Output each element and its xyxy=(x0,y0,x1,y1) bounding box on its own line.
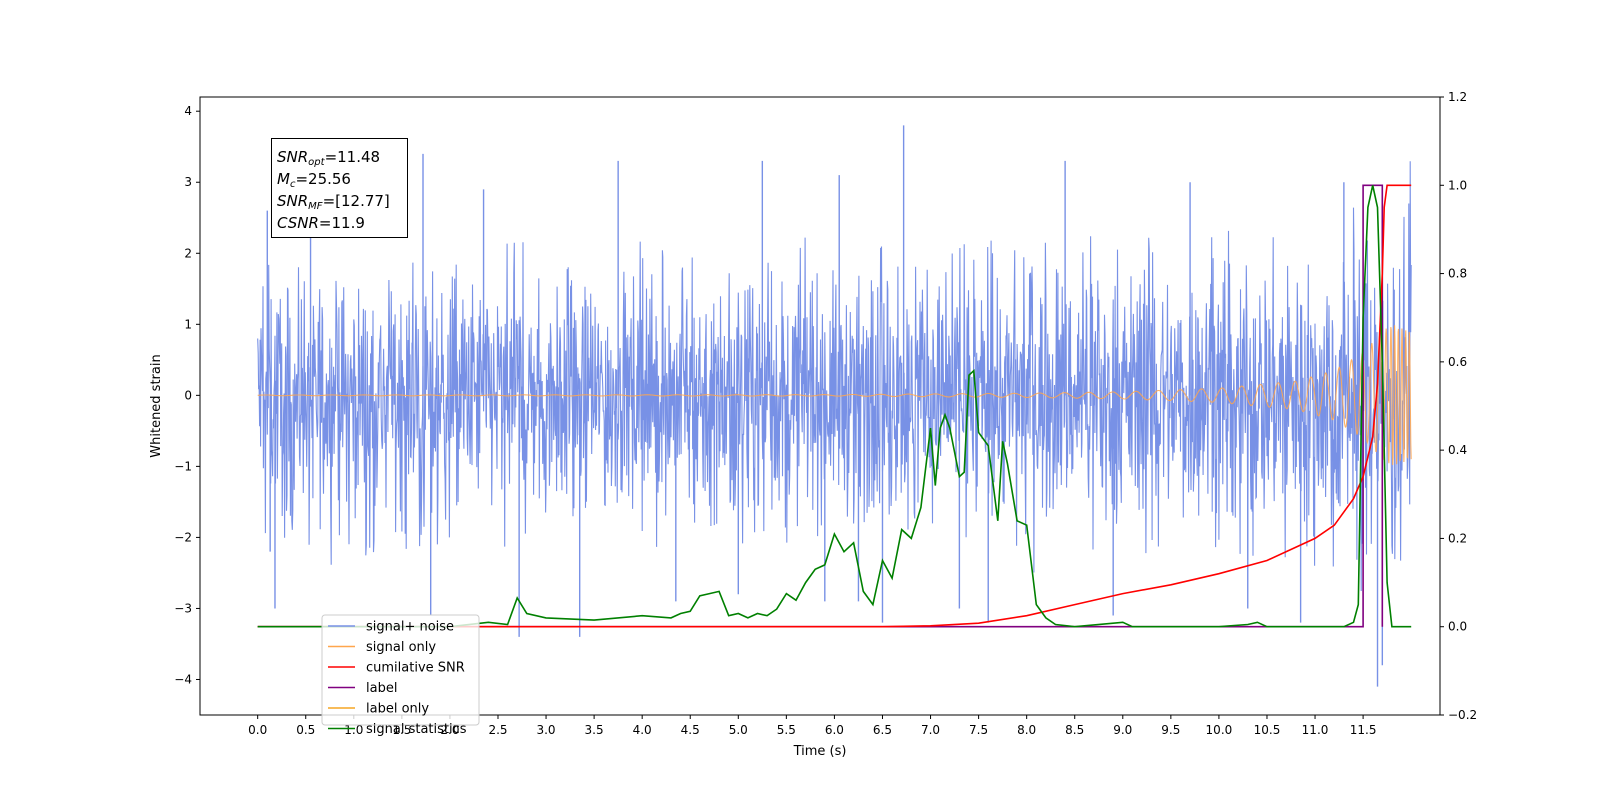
y2-tick-label: −0.2 xyxy=(1448,708,1477,722)
x-tick-label: 5.5 xyxy=(777,723,796,737)
y2-tick-label: 0.2 xyxy=(1448,531,1467,545)
legend-entry: cumilative SNR xyxy=(366,661,465,676)
x-tick-label: 2.0 xyxy=(440,723,459,737)
x-tick-label: 10.0 xyxy=(1206,723,1233,737)
signal-only-series xyxy=(257,325,1412,466)
y2-tick-label: 1.2 xyxy=(1448,90,1467,104)
x-tick-label: 11.0 xyxy=(1302,723,1329,737)
legend-entry: signal+ noise xyxy=(366,620,454,635)
signal-noise-trace xyxy=(257,161,1412,592)
signal-only-trace xyxy=(257,325,1412,466)
y-tick-label: 3 xyxy=(184,175,192,189)
x-tick-label: 8.0 xyxy=(1017,723,1036,737)
right-axis-series xyxy=(257,184,1412,628)
y-tick-label: 4 xyxy=(184,104,192,118)
label-line xyxy=(257,184,1384,628)
y2-tick-label: 1.0 xyxy=(1448,178,1467,192)
x-tick-label: 4.0 xyxy=(633,723,652,737)
x-tick-label: 4.5 xyxy=(681,723,700,737)
y-tick-label: −1 xyxy=(174,459,192,473)
y-tick-label: 1 xyxy=(184,317,192,331)
x-tick-label: 8.5 xyxy=(1065,723,1084,737)
x-tick-label: 7.5 xyxy=(969,723,988,737)
plot-frame xyxy=(199,96,1441,716)
legend-frame xyxy=(321,614,480,726)
legend-entry: label xyxy=(366,681,397,696)
legend-entry: label only xyxy=(366,702,429,717)
x-tick-label: 3.0 xyxy=(536,723,555,737)
legend-entry: signal only xyxy=(366,640,436,655)
x-axis-label: Time (s) xyxy=(793,744,847,759)
x-tick-label: 9.5 xyxy=(1161,723,1180,737)
x-axis-ticks: 0.0 0.5 1.0 1.5 2.0 2.5 3.0 3.5 4.0 4.5 5.0 5.5 6.0 6… xyxy=(248,715,1376,737)
x-tick-label: 0.0 xyxy=(248,723,267,737)
signal-noise-series xyxy=(257,125,1412,687)
x-tick-label: 0.5 xyxy=(296,723,315,737)
x-tick-label: 7.0 xyxy=(921,723,940,737)
x-tick-label: 11.5 xyxy=(1350,723,1377,737)
y-tick-label: −3 xyxy=(174,601,192,615)
y-tick-label: 0 xyxy=(184,388,192,402)
chirp-mass-line: Mc=25.56 xyxy=(277,170,351,190)
x-tick-label: 6.5 xyxy=(873,723,892,737)
x-tick-label: 3.5 xyxy=(585,723,604,737)
y-tick-label: −4 xyxy=(174,672,192,686)
x-tick-label: 6.0 xyxy=(825,723,844,737)
x-tick-label: 9.0 xyxy=(1113,723,1132,737)
snr-opt-line: SNRopt=11.48 xyxy=(277,148,381,168)
signal-statistics-line xyxy=(257,185,1412,628)
x-tick-label: 1.5 xyxy=(392,723,411,737)
y2-tick-label: 0.6 xyxy=(1448,355,1467,369)
y-axis-left-ticks: −4 −3 −2 −1 0 1 2 3 4 xyxy=(174,104,200,686)
legend: signal+ noise signal only cumilative SNR la… xyxy=(321,614,480,737)
x-tick-label: 10.5 xyxy=(1254,723,1281,737)
y-axis-label: Whitened strain xyxy=(149,354,164,457)
y-axis-right-ticks: −0.2 0.0 0.2 0.4 0.6 0.8 1.0 1.2 xyxy=(1440,90,1477,722)
snr-mf-line: SNRMF=[12.77] xyxy=(277,192,390,212)
y-tick-label: −2 xyxy=(174,530,192,544)
stats-annotation-box: SNRopt=11.48 Mc=25.56 SNRMF=[12.77] CSNR… xyxy=(271,138,408,238)
legend-entry: signal statistics xyxy=(366,722,467,737)
y2-tick-label: 0.0 xyxy=(1448,620,1467,634)
y-tick-label: 2 xyxy=(184,246,192,260)
y2-tick-label: 0.4 xyxy=(1448,443,1467,457)
csnr-line: CSNR=11.9 xyxy=(277,214,365,232)
x-tick-label: 1.0 xyxy=(344,723,363,737)
y2-tick-label: 0.8 xyxy=(1448,267,1467,281)
x-tick-label: 5.0 xyxy=(729,723,748,737)
x-tick-label: 2.5 xyxy=(488,723,507,737)
cumilative-snr-line xyxy=(257,184,1412,628)
